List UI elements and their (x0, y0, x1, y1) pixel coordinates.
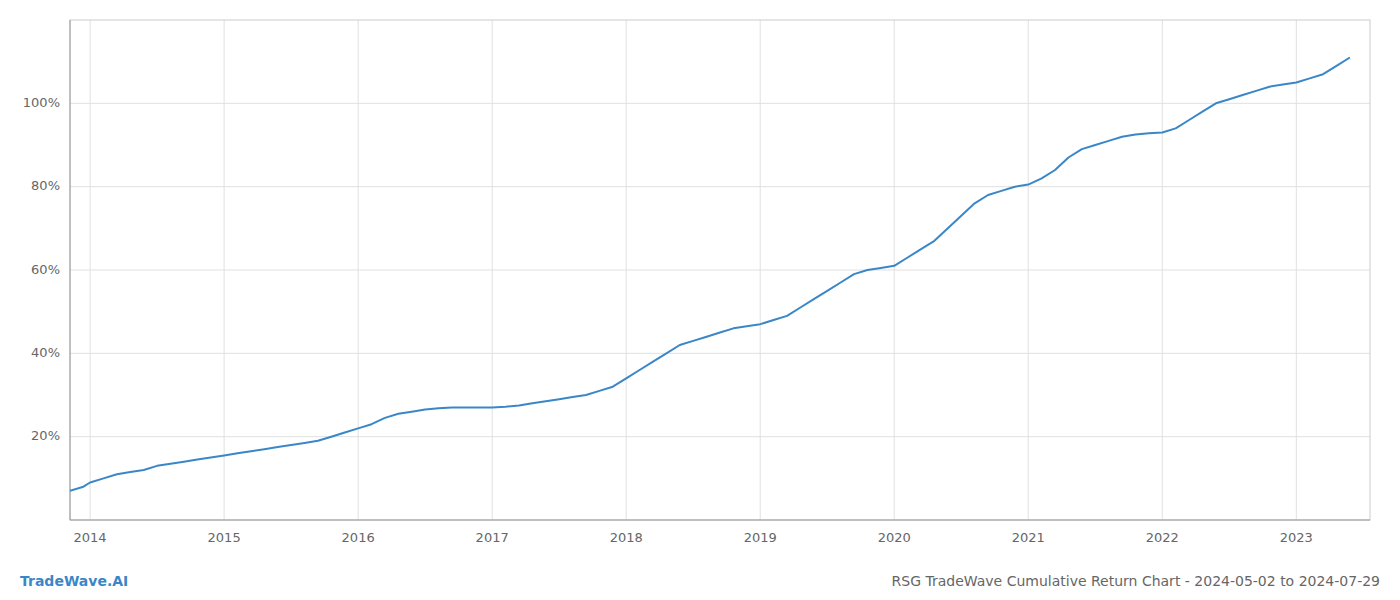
x-grid-line (1296, 20, 1297, 520)
x-grid-line (224, 20, 225, 520)
y-tick-label: 100% (23, 95, 60, 110)
x-grid-line (894, 20, 895, 520)
watermark: TradeWave.AI (20, 573, 128, 589)
x-tick-label: 2020 (878, 530, 911, 545)
x-tick-label: 2021 (1012, 530, 1045, 545)
x-tick-label: 2016 (342, 530, 375, 545)
tick-labels: 20% 40% 60% 80% 100% 2014 2015 2016 2017 2018 2019… (23, 95, 1313, 545)
chart: 20% 40% 60% 80% 100% 2014 2015 2016 2017 2018 2019… (0, 0, 1400, 600)
plot-frame (70, 20, 1370, 520)
y-grid-line (70, 103, 1370, 104)
x-grid-line (492, 20, 493, 520)
x-grid-line (1162, 20, 1163, 520)
y-tick-label: 20% (31, 428, 60, 443)
y-grid-line (70, 436, 1370, 437)
y-grid-line (70, 353, 1370, 354)
x-axis-line (70, 520, 1370, 521)
data-layer (70, 58, 1350, 491)
y-axis-line (70, 20, 71, 520)
x-tick-label: 2018 (610, 530, 643, 545)
y-tick-label: 40% (31, 345, 60, 360)
x-grid-line (1028, 20, 1029, 520)
x-tick-label: 2019 (744, 530, 777, 545)
x-grid-line (760, 20, 761, 520)
x-tick-label: 2017 (476, 530, 509, 545)
x-tick-label: 2023 (1280, 530, 1313, 545)
title: RSG TradeWave Cumulative Return Chart - … (892, 573, 1380, 589)
grid (70, 20, 1370, 520)
x-tick-label: 2022 (1146, 530, 1179, 545)
x-tick-label: 2015 (208, 530, 241, 545)
y-tick-label: 60% (31, 262, 60, 277)
y-grid-line (70, 186, 1370, 187)
line (70, 58, 1350, 491)
x-tick-label: 2014 (74, 530, 107, 545)
x-grid-line (90, 20, 91, 520)
x-grid-line (626, 20, 627, 520)
y-grid-line (70, 270, 1370, 271)
x-grid-line (358, 20, 359, 520)
y-tick-label: 80% (31, 178, 60, 193)
